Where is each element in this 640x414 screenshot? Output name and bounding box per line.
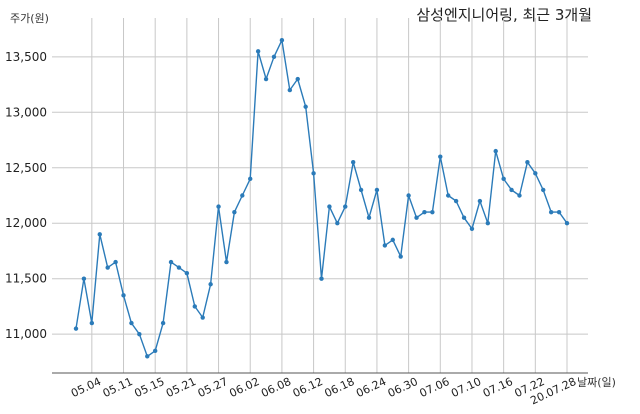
data-point	[311, 171, 316, 176]
x-tick-label: 06.02	[227, 375, 261, 400]
data-point	[145, 354, 150, 359]
data-point	[556, 209, 562, 215]
data-point	[208, 282, 213, 287]
data-point	[248, 176, 253, 182]
data-point	[200, 315, 205, 320]
y-tick-label: 11,000	[5, 327, 47, 341]
y-tick-label: 12,500	[5, 161, 47, 175]
data-point	[366, 215, 372, 220]
data-point	[501, 176, 506, 182]
tick-labels: 11,000 11,500 12,000 12,500 13,000 13,500 05.0…	[5, 50, 578, 408]
x-tick-label: 06.24	[354, 375, 388, 400]
x-tick-label: 06.30	[386, 375, 420, 400]
data-point	[469, 226, 475, 231]
data-point	[430, 209, 435, 215]
data-point	[287, 87, 293, 93]
price-line	[75, 39, 568, 358]
data-point	[533, 171, 538, 176]
data-point	[224, 259, 229, 265]
data-point	[271, 54, 277, 60]
x-tick-label: 06.12	[291, 375, 325, 400]
data-point	[255, 49, 261, 54]
data-point	[295, 76, 300, 82]
data-point	[129, 320, 134, 326]
data-point	[279, 37, 285, 43]
data-point	[453, 198, 459, 204]
data-point	[438, 154, 443, 159]
data-point	[160, 320, 166, 326]
x-tick-label: 05.04	[69, 375, 103, 400]
x-tick-label: 05.21	[164, 375, 198, 400]
y-axis-label: 주가(원)	[10, 12, 49, 25]
x-tick-label: 06.08	[259, 375, 293, 400]
x-axis-label: 날짜(일)	[577, 376, 616, 389]
data-point	[152, 348, 158, 354]
data-point	[319, 276, 324, 281]
chart-title: 삼성엔지니어링, 최근 3개월	[416, 6, 592, 24]
y-tick-label: 11,500	[5, 272, 47, 286]
y-tick-label: 13,000	[5, 105, 47, 119]
data-point	[485, 221, 491, 226]
x-tick-label: 05.11	[101, 375, 135, 400]
data-point	[493, 148, 498, 154]
data-point	[461, 215, 467, 220]
data-point	[121, 293, 126, 298]
data-point	[216, 204, 221, 209]
data-point	[105, 265, 110, 270]
data-point	[564, 221, 570, 226]
data-point	[517, 193, 522, 198]
data-point	[113, 259, 118, 265]
data-point	[509, 187, 514, 193]
data-point	[327, 204, 332, 209]
data-point	[240, 193, 245, 198]
grid	[52, 18, 588, 373]
data-point	[168, 259, 174, 265]
data-point	[137, 331, 142, 337]
data-point	[422, 209, 427, 215]
data-point	[525, 160, 530, 165]
data-point	[548, 209, 554, 215]
data-point	[398, 254, 403, 259]
points-layer	[73, 37, 570, 359]
data-point	[382, 243, 388, 248]
data-point	[303, 104, 308, 109]
data-point	[446, 193, 451, 198]
x-tick-label: 07.06	[418, 375, 452, 400]
data-point	[97, 232, 102, 237]
x-tick-label: 05.27	[196, 375, 230, 400]
data-point	[192, 304, 197, 309]
data-point	[374, 187, 380, 193]
data-point	[232, 209, 237, 215]
x-tick-label: 06.18	[322, 375, 356, 400]
data-point	[73, 326, 79, 331]
data-point	[184, 270, 190, 276]
data-point	[350, 160, 356, 165]
x-tick-label: 07.10	[449, 375, 483, 400]
x-tick-label: 07.16	[481, 375, 515, 400]
data-point	[263, 76, 269, 82]
data-point	[477, 198, 483, 204]
y-tick-label: 13,500	[5, 50, 47, 64]
data-point	[541, 187, 546, 193]
data-point	[89, 320, 95, 326]
data-point	[358, 187, 364, 193]
data-point	[176, 265, 182, 270]
data-point	[335, 221, 340, 226]
x-tick-label: 05.15	[132, 375, 166, 400]
data-point	[81, 276, 87, 281]
data-point	[414, 215, 419, 220]
data-point	[406, 193, 411, 198]
data-point	[390, 237, 395, 243]
y-tick-label: 12,000	[5, 216, 47, 230]
data-point	[343, 204, 348, 209]
series-layer	[75, 39, 568, 358]
